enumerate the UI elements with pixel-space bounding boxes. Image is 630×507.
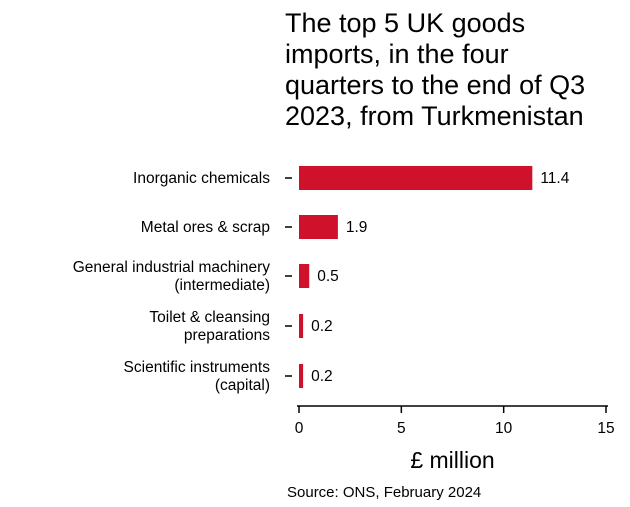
bar-chart: Inorganic chemicals 11.4 Metal ores & scra…: [73, 166, 615, 473]
chart-title-line: The top 5 UK goods: [285, 8, 526, 38]
chart-title: The top 5 UK goods imports, in the four …: [285, 8, 625, 132]
source-note: Source: ONS, February 2024: [287, 484, 482, 501]
category-label-line: Toilet & cleansing: [149, 309, 270, 326]
value-label: 0.2: [311, 368, 333, 385]
bar: [299, 215, 338, 239]
x-tick-label: 5: [397, 420, 406, 437]
category-label: Inorganic chemicals: [133, 170, 270, 187]
value-label: 0.5: [317, 268, 339, 285]
category-label-line: General industrial machinery: [73, 259, 271, 276]
category-label-line: Scientific instruments: [124, 359, 271, 376]
x-tick-label: 15: [597, 420, 614, 437]
value-label: 0.2: [311, 318, 333, 335]
chart-title-line: 2023, from Turkmenistan: [285, 101, 584, 131]
category-label: Toilet & cleansing preparations: [149, 309, 270, 344]
chart-title-line: imports, in the four: [285, 39, 509, 69]
bar: [299, 166, 533, 190]
category-label-line: (intermediate): [174, 277, 270, 294]
x-axis-title: £ million: [410, 447, 494, 473]
category-label: Scientific instruments (capital): [124, 359, 271, 394]
category-label-line: Inorganic chemicals: [133, 170, 270, 187]
bar: [299, 364, 304, 388]
category-label-line: (capital): [215, 377, 270, 394]
value-label: 1.9: [346, 219, 368, 236]
value-label: 11.4: [540, 170, 569, 187]
category-label-line: Metal ores & scrap: [141, 219, 270, 236]
chart-title-line: quarters to the end of Q3: [285, 70, 586, 100]
x-tick-label: 0: [295, 420, 304, 437]
bar: [299, 314, 304, 338]
category-label-line: preparations: [184, 327, 270, 344]
category-label: Metal ores & scrap: [141, 219, 270, 236]
bar: [299, 264, 310, 288]
x-tick-label: 10: [495, 420, 513, 437]
category-label: General industrial machinery (intermediat…: [73, 259, 271, 294]
